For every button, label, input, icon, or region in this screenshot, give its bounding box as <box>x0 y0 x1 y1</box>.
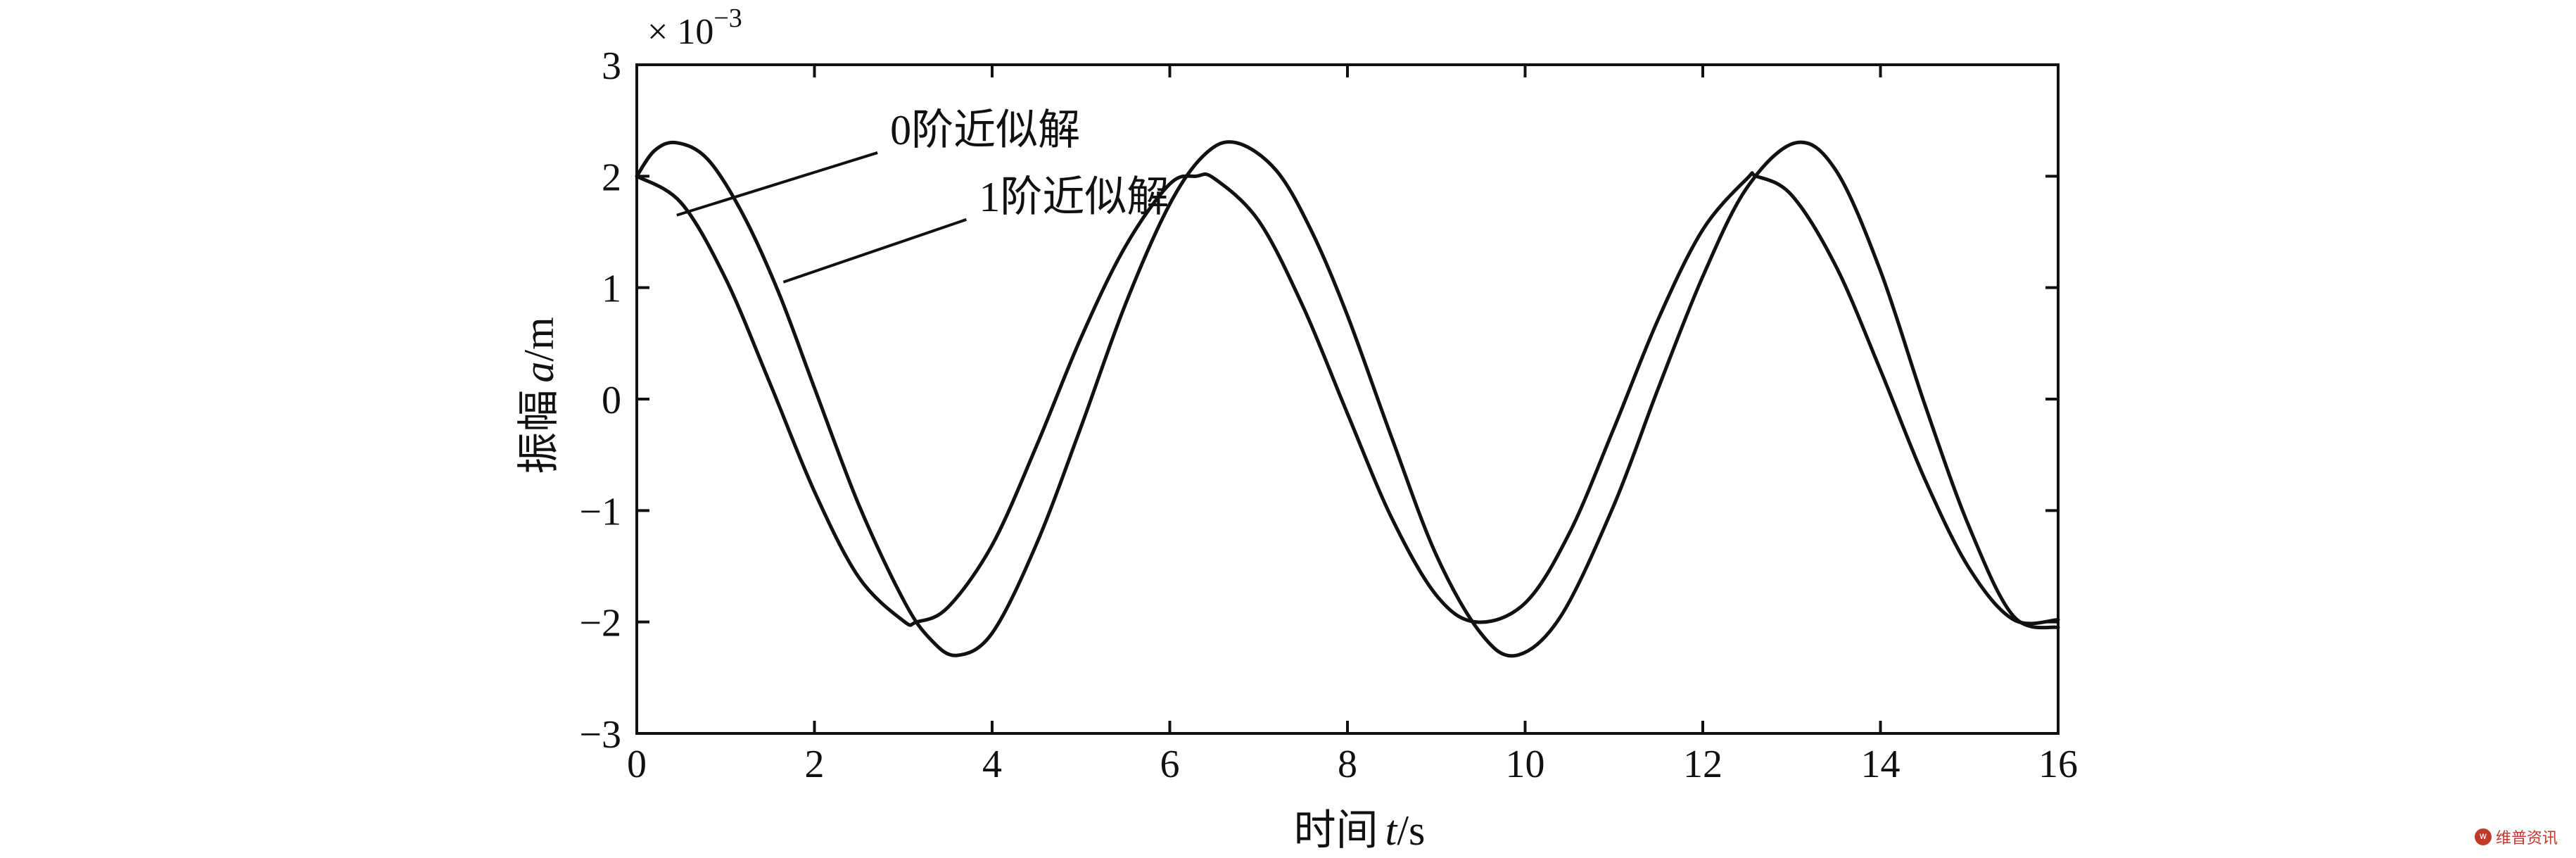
annotation-layer: 0阶近似解 1阶近似解 <box>676 107 1169 284</box>
y-tick-label: 2 <box>602 156 621 199</box>
y-axis-title: 振幅a/m <box>516 317 562 474</box>
plot-frame <box>635 63 2060 735</box>
y-exponent-label: × 10−3 <box>647 4 742 52</box>
x-axis-unit: /s <box>1397 807 1425 854</box>
x-tick-label: 2 <box>805 743 825 786</box>
annotation-label-1: 1阶近似解 <box>979 174 1169 220</box>
x-tick-label: 0 <box>627 743 647 786</box>
x-tick-label: 12 <box>1683 743 1722 786</box>
watermark: w 维普资讯 <box>2474 826 2558 848</box>
x-tick-label: 14 <box>1861 743 1901 786</box>
y-tick-label: 3 <box>602 44 621 88</box>
series-layer <box>635 140 2060 658</box>
y-exponent-power: −3 <box>713 4 742 33</box>
x-tick-label: 4 <box>982 743 1002 786</box>
x-tick-label: 10 <box>1506 743 1545 786</box>
y-tick-label: 1 <box>602 267 621 311</box>
x-axis-variable: t <box>1385 807 1398 854</box>
x-tick-label: 8 <box>1338 743 1357 786</box>
y-tick-label: −1 <box>579 490 621 534</box>
y-axis-variable: a <box>516 362 562 383</box>
watermark-logo-icon: w <box>2474 828 2492 845</box>
annotation-label-0: 0阶近似解 <box>890 107 1080 153</box>
annotation-leader-0 <box>676 151 878 217</box>
y-tick-label: −2 <box>579 602 621 645</box>
y-tick-label: 0 <box>602 379 621 422</box>
x-axis-title: 时间 t/s <box>1294 807 1426 854</box>
watermark-text: 维普资讯 <box>2495 830 2558 847</box>
series-line-1 <box>635 140 2060 658</box>
y-axis-unit: /m <box>516 317 562 361</box>
y-tick-label: −3 <box>579 713 621 757</box>
annotation-leader-1 <box>782 218 967 284</box>
x-tick-label: 6 <box>1160 743 1180 786</box>
x-tick-label: 16 <box>2038 743 2078 786</box>
series-line-0 <box>635 171 2060 627</box>
